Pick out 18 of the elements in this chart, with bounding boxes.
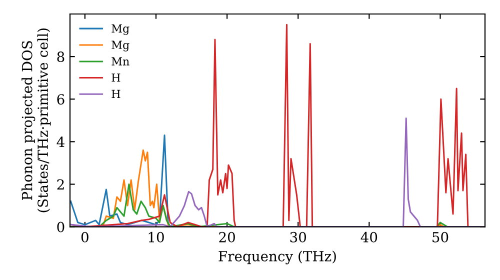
x-tick-label: 40 — [360, 232, 378, 242]
legend-label: Mn — [112, 57, 130, 66]
x-tick-label: 50 — [432, 232, 448, 242]
x-tick-label: 10 — [148, 232, 164, 242]
legend-label: Mg — [112, 40, 130, 52]
legend-label: Mg — [112, 24, 130, 35]
legend-label: H — [112, 74, 120, 82]
y-tick-label: 6 — [57, 94, 64, 105]
legend-label: H — [112, 90, 120, 98]
x-tick-label: 30 — [290, 232, 306, 242]
y-axis-title: Phonon projected DOS (States/THz·primitive cell) — [22, 28, 51, 212]
y-tick-label: 2 — [57, 179, 64, 190]
y-tick-label: 0 — [57, 222, 64, 232]
y-tick-label: 8 — [57, 52, 64, 62]
x-axis-title: Frequency (THz) — [218, 250, 336, 264]
x-tick-label: 20 — [219, 232, 235, 242]
x-tick-label: 0 — [81, 232, 88, 242]
y-tick-label: 4 — [56, 136, 64, 147]
